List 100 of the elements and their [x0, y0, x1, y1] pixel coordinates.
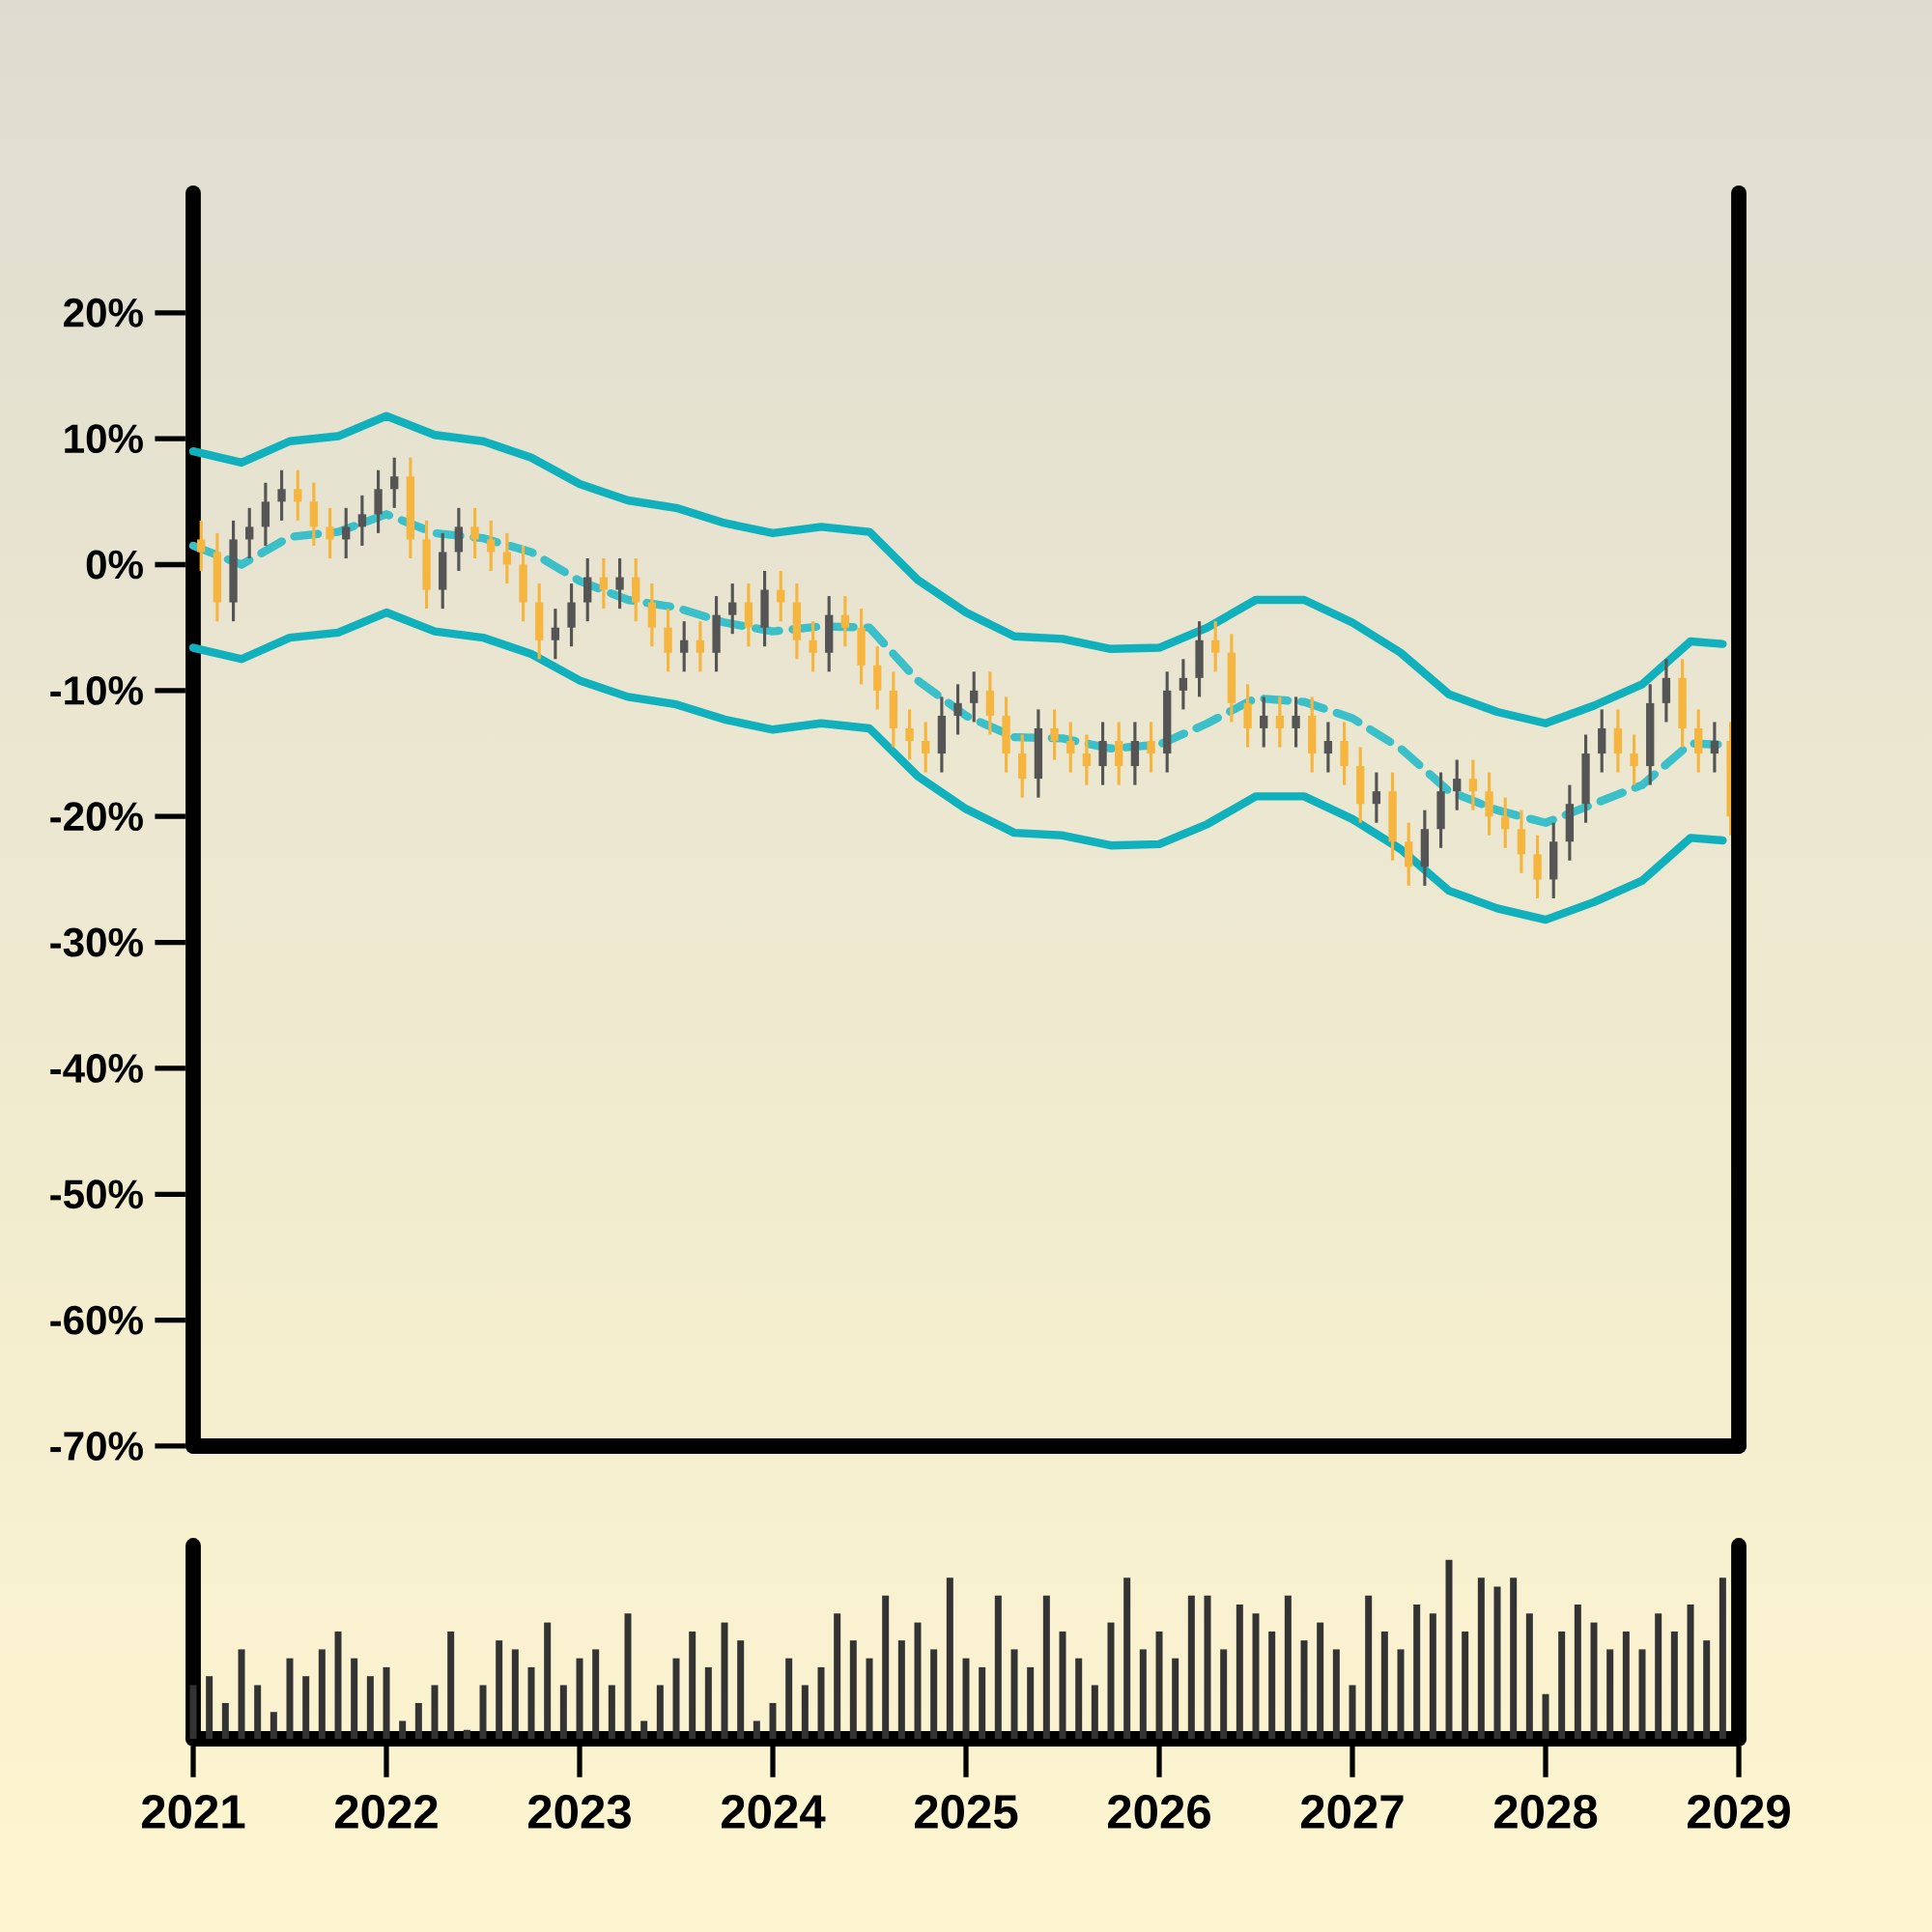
bar: [447, 1631, 455, 1739]
candlestick: [922, 722, 930, 773]
candlestick: [294, 469, 302, 521]
candlestick: [970, 671, 979, 723]
bar: [1027, 1666, 1035, 1739]
bar: [1187, 1595, 1195, 1739]
y-tick-label: -10%: [50, 675, 143, 705]
bar: [1075, 1658, 1083, 1739]
bar: [1719, 1577, 1726, 1739]
bar: [1317, 1622, 1324, 1739]
bar: [592, 1649, 600, 1739]
y-tick-label: -30%: [50, 927, 143, 957]
bar: [544, 1622, 552, 1739]
bar: [1477, 1577, 1485, 1739]
bar: [930, 1649, 938, 1739]
candlestick: [1453, 759, 1462, 810]
bar: [1236, 1605, 1243, 1739]
bar: [527, 1666, 535, 1739]
bar: [721, 1622, 728, 1739]
bar: [1252, 1613, 1260, 1739]
candlestick: [1630, 734, 1638, 785]
candlestick: [615, 557, 624, 611]
y-tick-label: -70%: [50, 1432, 143, 1461]
bar: [1349, 1685, 1356, 1739]
bar: [689, 1631, 696, 1739]
bar: [1204, 1595, 1211, 1739]
candlestick: [1211, 621, 1220, 672]
bar: [511, 1649, 519, 1739]
candlestick: [809, 621, 817, 672]
bar: [1332, 1649, 1340, 1739]
bar: [849, 1640, 857, 1739]
bar: [608, 1685, 615, 1739]
candlestick: [953, 684, 962, 735]
bar: [1606, 1649, 1614, 1739]
bar: [1413, 1605, 1421, 1739]
y-tick-label: -20%: [50, 802, 143, 832]
bar: [238, 1649, 245, 1739]
candlestick: [1468, 759, 1478, 810]
candlestick: [326, 506, 334, 558]
candlestick: [487, 519, 496, 572]
bar: [1284, 1595, 1292, 1739]
bar: [1220, 1649, 1228, 1739]
candlestick: [390, 457, 399, 508]
y-tick-label: -60%: [50, 1305, 143, 1335]
bar: [1655, 1613, 1662, 1739]
candlestick: [197, 519, 206, 572]
candlestick: [1323, 722, 1333, 773]
y-tick-label: 0%: [86, 550, 143, 580]
bar: [221, 1702, 229, 1739]
bar: [1638, 1649, 1646, 1739]
bar: [334, 1631, 342, 1739]
bar: [383, 1666, 390, 1739]
bar: [1059, 1631, 1066, 1739]
bar: [431, 1685, 439, 1739]
x-tick-label: 2027: [1300, 1795, 1404, 1829]
candlestick: [777, 571, 785, 623]
candlestick: [905, 709, 914, 760]
candlestick: [1292, 696, 1300, 748]
bar: [946, 1577, 953, 1739]
candlestick: [1066, 722, 1075, 773]
bar: [1365, 1595, 1373, 1739]
bar: [1445, 1559, 1453, 1739]
bar: [399, 1720, 407, 1739]
bar: [817, 1666, 825, 1739]
bar: [576, 1658, 583, 1739]
bar: [1687, 1605, 1694, 1739]
x-tick-label: 2022: [334, 1795, 438, 1829]
candlestick: [342, 506, 351, 558]
candlestick: [1082, 734, 1092, 785]
bar: [801, 1685, 809, 1739]
candlestick: [1179, 659, 1188, 710]
bar: [559, 1685, 567, 1739]
candlestick: [1501, 797, 1510, 848]
y-tick-label: 20%: [64, 298, 143, 327]
bar: [206, 1676, 213, 1739]
bar: [1300, 1640, 1308, 1739]
bar: [866, 1658, 873, 1739]
candlestick: [728, 583, 737, 636]
bar: [1558, 1631, 1566, 1739]
bar: [1590, 1622, 1598, 1739]
candlestick: [502, 531, 512, 585]
bar: [496, 1640, 503, 1739]
y-tick-label: -40%: [50, 1054, 143, 1083]
candlestick: [1050, 709, 1059, 760]
bar: [914, 1622, 922, 1739]
x-tick-label: 2029: [1687, 1795, 1790, 1829]
candlestick: [1275, 696, 1285, 748]
bar: [1123, 1577, 1131, 1739]
bar: [656, 1685, 664, 1739]
bar: [1510, 1577, 1518, 1739]
bar: [254, 1685, 262, 1739]
bar: [1397, 1649, 1405, 1739]
candlestick: [840, 596, 850, 647]
bar: [189, 1685, 197, 1739]
bar: [1670, 1631, 1678, 1739]
bar: [882, 1595, 890, 1739]
bar: [414, 1702, 422, 1739]
bar: [769, 1702, 777, 1739]
bar: [834, 1613, 841, 1739]
bar: [624, 1613, 632, 1739]
